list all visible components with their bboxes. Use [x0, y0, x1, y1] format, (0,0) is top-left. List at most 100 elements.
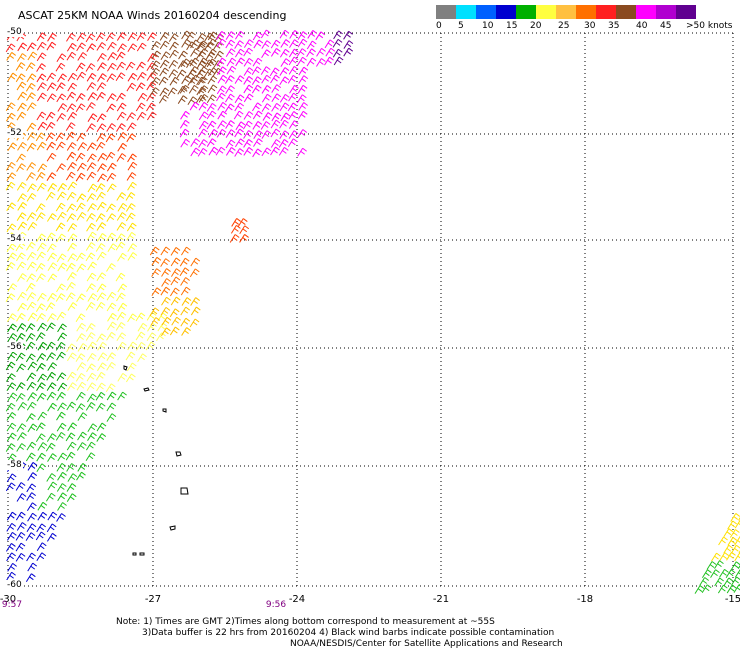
- lat-tick-label: -52: [6, 128, 23, 138]
- wind-barb: [86, 171, 97, 181]
- wind-barb: [46, 532, 57, 542]
- wind-barb: [169, 41, 179, 51]
- wind-barb: [332, 48, 343, 58]
- wind-barb: [35, 531, 46, 541]
- wind-barb: [151, 287, 162, 297]
- wind-barb: [47, 32, 57, 42]
- wind-barb: [116, 341, 127, 351]
- wind-barb: [297, 110, 308, 120]
- wind-barb: [75, 172, 86, 182]
- wind-barb: [737, 564, 740, 569]
- wind-barb: [55, 293, 66, 302]
- wind-barb: [136, 32, 147, 41]
- wind-barb: [37, 373, 47, 383]
- wind-barb: [160, 286, 171, 296]
- colorbar-label: 40: [636, 21, 648, 31]
- wind-barb: [727, 520, 738, 530]
- wind-barb: [5, 543, 16, 552]
- wind-barb: [116, 102, 127, 112]
- wind-barb: [87, 183, 98, 193]
- wind-barb: [25, 323, 36, 332]
- wind-barb: [6, 473, 17, 483]
- wind-barb: [96, 251, 107, 261]
- wind-barb: [5, 482, 16, 492]
- wind-barb: [37, 163, 48, 173]
- colorbar-label: 0: [436, 21, 442, 31]
- wind-barb: [77, 343, 88, 352]
- wind-barb: [37, 121, 48, 131]
- wind-barb: [718, 536, 728, 546]
- wind-barb: [86, 82, 97, 91]
- wind-barb: [6, 202, 17, 212]
- wind-barb: [224, 103, 235, 113]
- wind-barb: [16, 493, 27, 502]
- wind-barb: [117, 142, 128, 152]
- wind-barb: [161, 268, 171, 277]
- wind-barb: [17, 42, 28, 52]
- time-label-left: 9:57: [1, 600, 23, 610]
- wind-barb: [180, 317, 191, 327]
- wind-barb: [25, 332, 36, 342]
- wind-barb: [5, 443, 16, 452]
- wind-barb: [66, 131, 76, 141]
- wind-barb: [76, 162, 87, 172]
- wind-barb: [76, 293, 86, 303]
- wind-barb: [734, 552, 740, 562]
- wind-barb: [178, 50, 188, 60]
- wind-barb: [16, 261, 27, 271]
- wind-barb: [76, 333, 86, 342]
- wind-barb: [146, 111, 157, 121]
- wind-barb: [16, 181, 27, 191]
- wind-barb: [150, 76, 161, 86]
- wind-barb: [6, 313, 17, 322]
- wind-barb: [306, 57, 317, 67]
- wind-barb: [96, 52, 107, 62]
- wind-barb: [16, 252, 26, 262]
- wind-barb: [180, 277, 190, 286]
- wind-barb: [55, 222, 66, 232]
- wind-barb: [85, 252, 96, 262]
- wind-barb: [278, 139, 289, 148]
- wind-barb: [15, 392, 26, 402]
- wind-barb: [269, 67, 280, 77]
- wind-barb: [46, 141, 57, 151]
- wind-barb: [95, 402, 106, 412]
- wind-barb: [297, 129, 308, 138]
- wind-barb: [306, 48, 316, 58]
- wind-barb: [179, 119, 190, 129]
- colorbar-label: 30: [584, 21, 596, 31]
- wind-barb: [106, 103, 116, 113]
- island-outlines: [123, 365, 189, 556]
- wind-barb: [26, 502, 37, 512]
- wind-barb: [151, 256, 162, 266]
- wind-barb: [7, 252, 17, 262]
- wind-barb: [106, 352, 117, 361]
- wind-barb: [260, 121, 271, 130]
- wind-barb: [146, 102, 156, 112]
- wind-barb: [105, 383, 116, 393]
- wind-barb: [6, 412, 17, 421]
- wind-barb: [115, 272, 126, 282]
- wind-barb: [717, 584, 728, 594]
- wind-barb: [75, 403, 86, 412]
- colorbar-label: 5: [458, 21, 464, 31]
- wind-barb: [125, 351, 136, 361]
- wind-barb: [26, 142, 37, 152]
- wind-barb: [135, 102, 146, 112]
- wind-barb: [279, 48, 290, 58]
- wind-barb: [67, 82, 78, 92]
- wind-barb: [55, 62, 66, 72]
- wind-barb: [46, 72, 57, 82]
- wind-barb: [169, 308, 180, 318]
- wind-barb: [207, 67, 218, 77]
- wind-barb: [738, 517, 740, 521]
- wind-barb: [207, 31, 218, 41]
- wind-barb: [6, 382, 17, 391]
- colorbar-label: 35: [608, 21, 620, 31]
- wind-barb: [17, 202, 28, 211]
- wind-barb: [279, 94, 290, 103]
- wind-barb: [46, 93, 57, 103]
- wind-barb: [197, 57, 208, 67]
- wind-barb: [206, 120, 217, 130]
- wind-barb: [96, 201, 107, 211]
